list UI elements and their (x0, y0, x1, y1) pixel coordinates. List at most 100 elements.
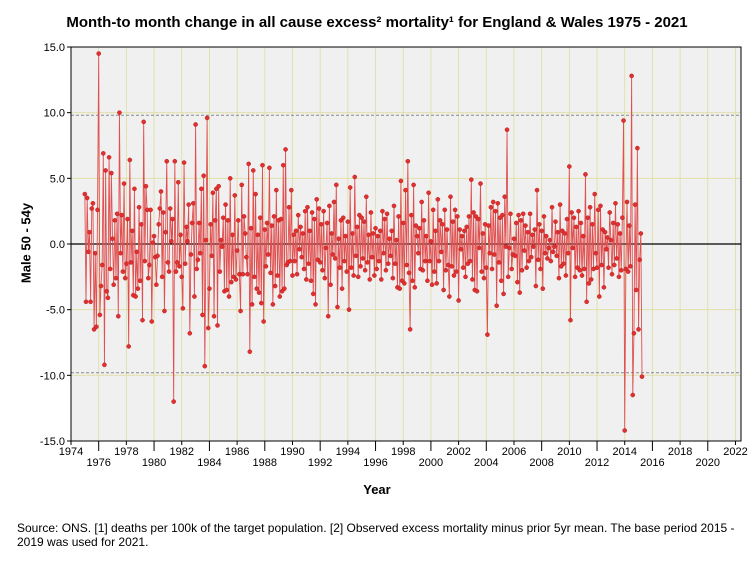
data-point (470, 277, 475, 282)
x-tick-label: 1984 (197, 457, 221, 469)
data-point (629, 73, 634, 79)
data-point (328, 282, 333, 288)
chart-title: Month-to month change in all cause exces… (66, 14, 688, 31)
data-point (264, 220, 270, 226)
data-point (216, 183, 221, 189)
x-tick-label: 1986 (225, 446, 249, 458)
data-point (359, 215, 364, 221)
data-point (87, 229, 92, 235)
data-point (402, 281, 407, 286)
data-point (291, 232, 296, 238)
data-point (169, 239, 174, 244)
data-point (342, 258, 347, 264)
data-point (373, 225, 378, 231)
data-point (398, 178, 404, 184)
data-point (403, 187, 408, 193)
data-point (466, 214, 472, 219)
data-point (601, 285, 607, 290)
data-point (595, 207, 601, 213)
y-tick-label: -10.0 (40, 370, 65, 382)
data-point (463, 274, 468, 280)
data-point (554, 253, 559, 259)
data-point (127, 157, 133, 163)
source-note: Source: ONS. [1] deaths per 100k of the … (17, 521, 735, 549)
data-point (528, 254, 534, 260)
data-point (437, 218, 443, 223)
data-point (155, 253, 160, 259)
data-point (425, 278, 430, 284)
y-tick-label: 0.0 (50, 239, 65, 251)
data-point (336, 236, 341, 242)
data-point (141, 119, 146, 125)
data-point (265, 252, 271, 257)
data-point (294, 271, 300, 277)
data-point (298, 224, 303, 230)
data-point (578, 220, 584, 226)
data-point (120, 269, 126, 274)
data-point (500, 212, 505, 218)
data-point (142, 258, 148, 264)
data-point (388, 253, 393, 259)
data-point (132, 186, 137, 192)
data-point (94, 324, 99, 330)
data-point (380, 208, 385, 214)
data-point (261, 319, 266, 324)
data-point (587, 204, 593, 210)
data-point (636, 327, 641, 332)
data-point (513, 220, 519, 226)
data-point (435, 197, 441, 202)
data-point (262, 227, 268, 232)
data-point (396, 214, 401, 219)
data-point (471, 210, 476, 215)
data-point (381, 250, 386, 256)
data-point (458, 246, 464, 252)
data-point (179, 274, 185, 280)
x-tick-label: 2010 (557, 446, 581, 458)
data-point (194, 266, 200, 272)
data-point (580, 233, 586, 239)
data-point (178, 232, 183, 238)
data-point (495, 200, 501, 206)
data-point (99, 262, 105, 268)
x-tick-label: 1990 (280, 446, 304, 458)
data-point (324, 220, 330, 226)
data-point (487, 250, 493, 256)
data-point (620, 215, 625, 221)
data-point (332, 256, 338, 261)
data-point (362, 267, 368, 273)
data-point (519, 267, 525, 273)
data-point (361, 219, 367, 224)
data-point (299, 254, 305, 260)
data-point (417, 225, 422, 231)
data-point (283, 147, 288, 152)
data-point (432, 269, 437, 274)
data-point (410, 278, 415, 284)
data-point (199, 186, 204, 192)
data-point (230, 232, 235, 238)
data-point (140, 317, 145, 323)
data-point (158, 189, 164, 194)
data-point (460, 265, 466, 270)
data-point (638, 231, 644, 236)
data-point (365, 260, 370, 265)
x-tick-label: 1998 (391, 446, 415, 458)
data-point (508, 211, 513, 217)
data-point (307, 228, 313, 234)
data-point (504, 127, 510, 133)
data-point (309, 210, 315, 215)
data-point (567, 164, 572, 169)
data-point (369, 254, 375, 260)
data-point (111, 282, 116, 288)
data-point (137, 278, 143, 284)
data-point (547, 237, 553, 243)
data-point (526, 258, 532, 264)
y-tick-label: 5.0 (50, 173, 65, 185)
data-point (415, 250, 421, 256)
data-point (530, 232, 535, 238)
data-point (478, 181, 483, 186)
data-point (631, 331, 637, 336)
data-point (269, 223, 275, 228)
data-point (428, 239, 434, 244)
data-point (352, 174, 358, 180)
